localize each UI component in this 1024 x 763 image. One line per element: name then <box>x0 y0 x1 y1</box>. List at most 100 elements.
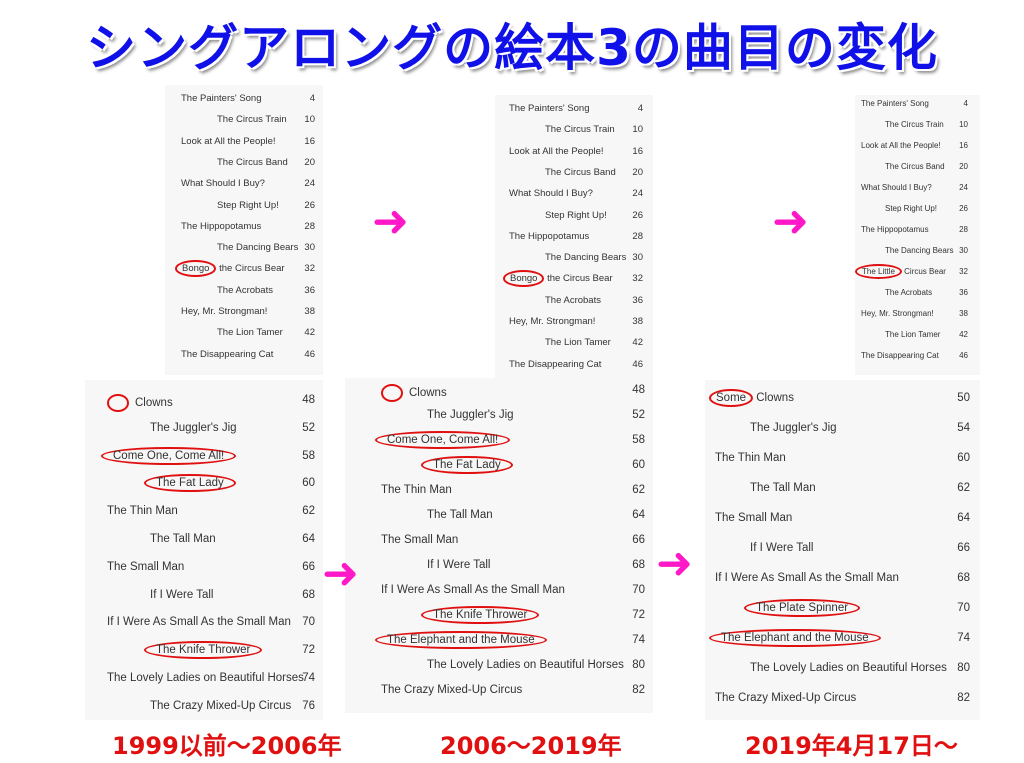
entry-title: The Juggler's Jig <box>150 422 237 434</box>
arrow-right-icon: ➜ <box>372 196 409 247</box>
entry-title: What Should I Buy? <box>861 183 932 192</box>
entry-page: 64 <box>302 533 315 545</box>
toc-entry: The Dancing Bears 30 <box>165 242 323 262</box>
highlight-circle: The Little <box>855 264 902 279</box>
entry-title-text: The Circus Band <box>885 162 945 171</box>
entry-title: Step Right Up! <box>217 200 279 211</box>
toc-entry: The Tall Man 64 <box>345 509 653 529</box>
entry-page: 10 <box>304 114 315 126</box>
entry-title-text: The Acrobats <box>885 288 933 297</box>
toc-entry: The Tall Man 64 <box>85 533 323 553</box>
toc-entry: If I Were As Small As the Small Man 70 <box>85 616 323 636</box>
entry-title: If I Were As Small As the Small Man <box>381 584 565 596</box>
entry-title: If I Were As Small As the Small Man <box>715 572 899 584</box>
entry-page: 60 <box>302 477 315 490</box>
entry-page: 24 <box>304 178 315 190</box>
entry-page: 24 <box>632 188 643 200</box>
toc-entry: If I Were Tall 68 <box>85 589 323 609</box>
entry-page: 32 <box>632 273 643 285</box>
entry-title: Look at All the People! <box>509 146 604 157</box>
entry-title: Step Right Up! <box>885 204 937 213</box>
toc-entry: The Thin Man 62 <box>85 505 323 525</box>
entry-title-text: If I Were As Small As the Small Man <box>715 572 899 584</box>
entry-title: The Knife Thrower <box>144 641 263 660</box>
toc-entry: The Hippopotamus 28 <box>855 225 980 245</box>
entry-title: What Should I Buy? <box>509 188 593 199</box>
entry-title: The Tall Man <box>427 509 493 521</box>
entry-title-text: The Thin Man <box>107 505 178 518</box>
toc-entry: The Acrobats 36 <box>165 285 323 305</box>
entry-page: 46 <box>304 348 315 360</box>
toc-entry: The Hippopotamus 28 <box>165 221 323 241</box>
entry-page: 42 <box>959 330 968 339</box>
entry-title-text: The Elephant and the Mouse <box>375 631 547 649</box>
toc-entry: If I Were As Small As the Small Man 68 <box>705 572 980 592</box>
entry-title: The Small Man <box>107 561 184 573</box>
toc-entry: The Lion Tamer 42 <box>495 337 653 357</box>
toc-entry: The Crazy Mixed-Up Circus 82 <box>705 692 980 712</box>
entry-page: 66 <box>632 534 645 546</box>
entry-title: The Tall Man <box>150 533 216 545</box>
entry-title-text: The Crazy Mixed-Up Circus <box>150 699 292 712</box>
entry-title-text: If I Were As Small As the Small Man <box>107 616 291 629</box>
toc-entry: If I Were Tall 68 <box>345 559 653 579</box>
entry-title: Come One, Come All! <box>101 446 237 465</box>
entry-title-text: The Knife Thrower <box>144 641 263 660</box>
entry-page: 50 <box>957 392 970 404</box>
toc-entry: The Lovely Ladies on Beautiful Horses 80 <box>705 662 980 682</box>
highlight-circle <box>381 384 403 402</box>
entry-title: If I Were Tall <box>427 559 491 571</box>
toc-entry: The Crazy Mixed-Up Circus 76 <box>85 700 323 720</box>
entry-page: 52 <box>302 421 315 434</box>
entry-title-text: The Elephant and the Mouse <box>709 629 881 647</box>
entry-title-text: The Thin Man <box>715 452 786 464</box>
entry-title-text: The Disappearing Cat <box>509 358 602 370</box>
toc-entry: The Elephant and the Mouse 74 <box>705 629 980 652</box>
entry-title: Step Right Up! <box>545 210 607 221</box>
entry-title: The Dancing Bears <box>545 252 626 263</box>
entry-page: 74 <box>632 634 645 646</box>
entry-title: The Lion Tamer <box>545 337 611 348</box>
page-title: シングアロングの絵本3の曲目の変化 <box>86 19 938 77</box>
toc-entry: The Lovely Ladies on Beautiful Horses 74 <box>85 672 323 692</box>
entry-title: The Acrobats <box>217 285 273 296</box>
toc-entry: The Circus Train 10 <box>495 124 653 144</box>
entry-title-text: The Disappearing Cat <box>181 348 274 360</box>
entry-page: 60 <box>957 452 970 464</box>
toc-entry: The Disappearing Cat 46 <box>855 351 980 371</box>
entry-title-text: The Tall Man <box>750 482 816 494</box>
toc-entry: The Thin Man 62 <box>345 484 653 504</box>
toc-entry: The Dancing Bears 30 <box>855 246 980 266</box>
entry-title-text: The Hippopotamus <box>181 220 262 232</box>
entry-page: 54 <box>957 422 970 434</box>
toc-entry: The Acrobats 36 <box>855 288 980 308</box>
entry-title: The Small Man <box>381 534 458 546</box>
entry-page: 66 <box>302 560 315 573</box>
entry-title-text: Step Right Up! <box>545 209 607 221</box>
entry-title-text: The Circus Train <box>885 120 944 129</box>
toc-entry: Hey, Mr. Strongman! 38 <box>495 316 653 336</box>
toc-entry: What Should I Buy? 24 <box>495 188 653 208</box>
entry-title: The Fat Lady <box>144 474 236 493</box>
entry-title: The Disappearing Cat <box>861 351 939 360</box>
entry-title-text: The Lion Tamer <box>545 337 611 349</box>
entry-title-text: The Knife Thrower <box>421 606 540 624</box>
toc-entry: Come One, Come All! 58 <box>345 431 653 454</box>
entry-page: 72 <box>632 609 645 621</box>
entry-title-text: The Juggler's Jig <box>427 409 514 421</box>
toc-entry: Clowns 48 <box>85 394 323 414</box>
toc-entry: What Should I Buy? 24 <box>855 183 980 203</box>
toc-entry: If I Were Tall 66 <box>705 542 980 562</box>
entry-title: Hey, Mr. Strongman! <box>181 306 267 317</box>
arrow-right-icon: ➜ <box>322 548 359 599</box>
entry-page: 46 <box>959 351 968 360</box>
entry-title-text: If I Were Tall <box>427 559 491 571</box>
entry-page: 64 <box>632 509 645 521</box>
entry-title: The Fat Lady <box>421 456 513 474</box>
entry-title: Hey, Mr. Strongman! <box>861 309 934 318</box>
toc-entry: The Thin Man 60 <box>705 452 980 472</box>
entry-title-text: Look at All the People! <box>509 145 604 157</box>
caption-period-2: 2006〜2019年 <box>440 732 622 760</box>
entry-page: 10 <box>959 120 968 129</box>
entry-title: Hey, Mr. Strongman! <box>509 316 595 327</box>
